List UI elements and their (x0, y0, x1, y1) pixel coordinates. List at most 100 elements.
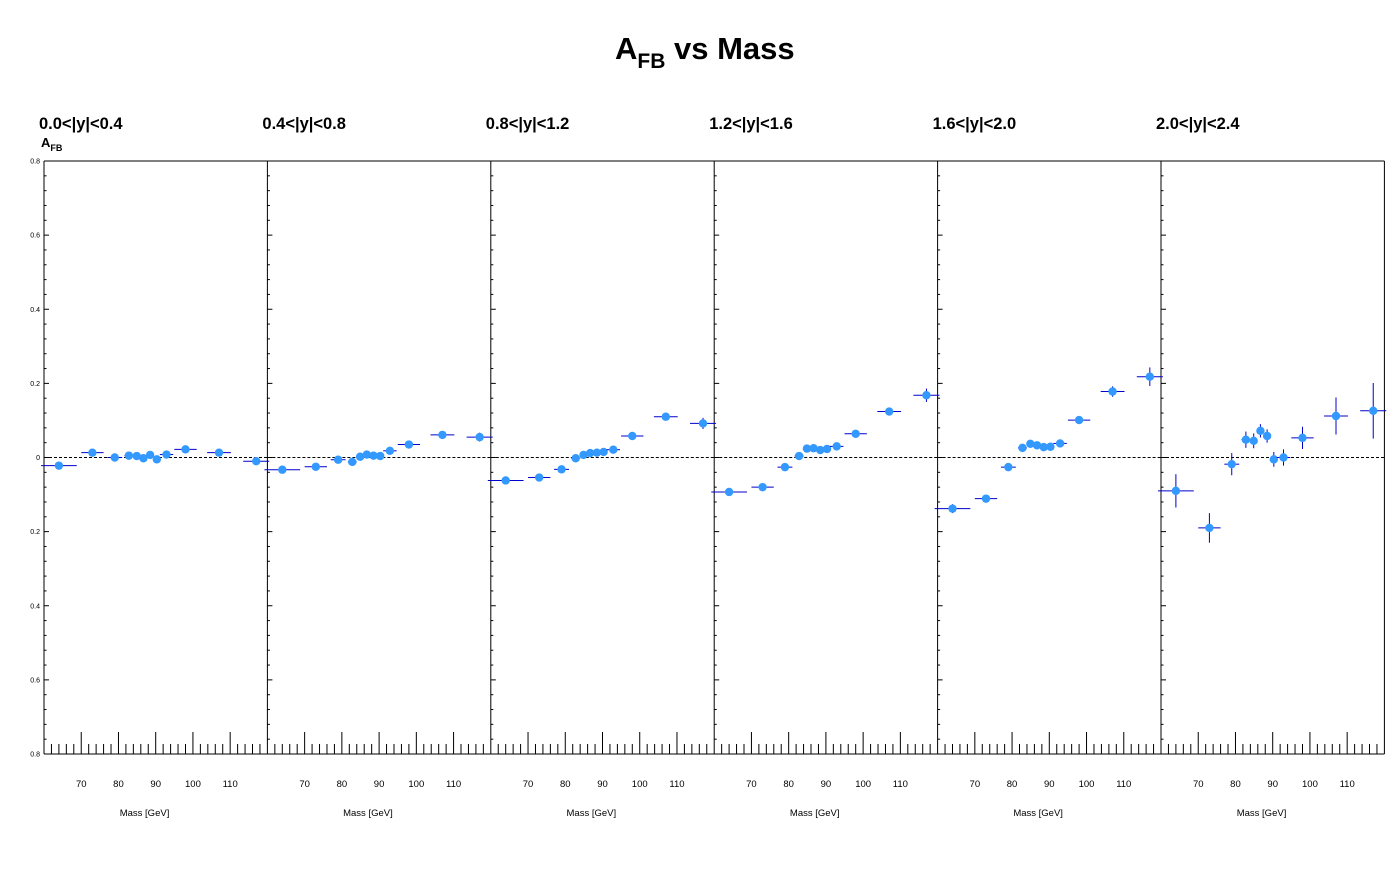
data-point (1032, 441, 1042, 450)
x-tick-label: 110 (893, 779, 908, 790)
data-marker (278, 465, 287, 474)
data-marker (698, 419, 708, 428)
data-marker (1227, 459, 1236, 469)
y-tick-label: 0.2 (30, 381, 40, 388)
data-point (174, 445, 197, 454)
data-marker (1256, 426, 1265, 436)
data-marker (333, 455, 343, 464)
data-marker (385, 446, 395, 456)
y-tick-label: 0 (36, 455, 40, 462)
data-marker (1279, 453, 1288, 462)
panel-label: 0.4<|y|<0.8 (262, 115, 346, 133)
data-point (822, 444, 832, 454)
data-marker (592, 448, 602, 457)
data-marker (579, 450, 588, 460)
x-tick-label: 90 (374, 779, 385, 790)
x-axis-label: Mass [GeV] (1013, 808, 1063, 819)
data-marker (851, 429, 860, 438)
x-axis-label: Mass [GeV] (1237, 808, 1287, 819)
data-point (711, 487, 747, 497)
data-point (1067, 415, 1091, 425)
data-point (653, 412, 678, 421)
data-marker (1331, 411, 1341, 421)
data-point (829, 442, 844, 451)
data-marker (501, 476, 510, 485)
data-marker (628, 431, 637, 441)
data-marker (355, 452, 365, 461)
data-point (1262, 429, 1272, 443)
x-tick-label: 100 (1302, 779, 1318, 790)
data-point (41, 461, 77, 470)
data-marker (162, 450, 171, 459)
data-point (1360, 383, 1387, 439)
x-tick-label: 70 (970, 779, 981, 790)
data-point (599, 447, 608, 457)
data-point (689, 417, 717, 429)
panel-label: 0.8<|y|<1.2 (486, 115, 570, 133)
x-tick-label: 80 (560, 779, 571, 790)
data-point (809, 444, 818, 453)
panel-label: 0.0<|y|<0.4 (39, 115, 123, 133)
data-marker (1369, 406, 1378, 416)
data-marker (369, 451, 378, 460)
y-tick-label: 0.6 (30, 233, 40, 240)
y-tick-label: 0.4 (30, 603, 40, 610)
data-marker (1018, 443, 1027, 453)
y-tick-label: 0.6 (30, 677, 40, 684)
x-tick-label: 70 (76, 779, 87, 790)
x-axis-label: Mass [GeV] (567, 808, 617, 819)
data-point (369, 451, 378, 460)
data-marker (1074, 415, 1084, 425)
data-point (397, 440, 421, 449)
x-tick-label: 70 (523, 779, 534, 790)
x-axis-label: Mass [GeV] (343, 808, 393, 819)
data-marker (981, 494, 991, 503)
data-point (330, 455, 346, 464)
figure-title-rest: vs Mass (665, 31, 794, 66)
panel-group: 0.0<|y|<0.4 0.8 0.6 0.4 0.2 0 0.2 0.4 0.6 0.8 70 80… (30, 115, 1387, 819)
data-marker (1108, 387, 1117, 396)
data-point (592, 448, 602, 457)
data-point (1000, 462, 1016, 472)
data-marker (348, 457, 357, 467)
data-marker (832, 442, 841, 451)
data-point (304, 462, 327, 471)
data-point (159, 450, 174, 459)
x-tick-label: 100 (1079, 779, 1095, 790)
data-point (934, 504, 971, 514)
data-point (207, 448, 231, 457)
data-point (777, 462, 793, 472)
x-tick-label: 110 (669, 779, 684, 790)
x-tick-label: 100 (408, 779, 424, 790)
data-marker (1241, 435, 1251, 444)
data-marker (1145, 372, 1155, 381)
y-axis-label-main: A (41, 135, 51, 150)
data-marker (780, 462, 790, 472)
x-tick-label: 80 (1007, 779, 1018, 790)
data-marker (1171, 486, 1181, 496)
x-tick-label: 80 (1230, 779, 1241, 790)
data-marker (214, 448, 224, 457)
data-point (1324, 397, 1348, 435)
data-marker (404, 440, 414, 449)
data-marker (475, 432, 484, 442)
data-marker (822, 444, 832, 454)
data-point (1249, 433, 1258, 449)
data-point (1136, 367, 1163, 386)
figure-title-subscript: FB (637, 50, 665, 73)
y-tick-label: 0.2 (30, 529, 40, 536)
x-tick-label: 80 (337, 779, 348, 790)
data-point (1291, 426, 1314, 449)
data-marker (557, 465, 566, 474)
data-marker (802, 444, 812, 453)
data-point (1241, 431, 1251, 448)
data-point (152, 455, 162, 464)
data-point (1224, 453, 1240, 476)
data-marker (181, 445, 190, 454)
data-marker (794, 451, 804, 461)
data-marker (110, 453, 119, 462)
data-marker (311, 462, 321, 471)
data-marker (124, 451, 134, 460)
data-point (355, 452, 365, 461)
